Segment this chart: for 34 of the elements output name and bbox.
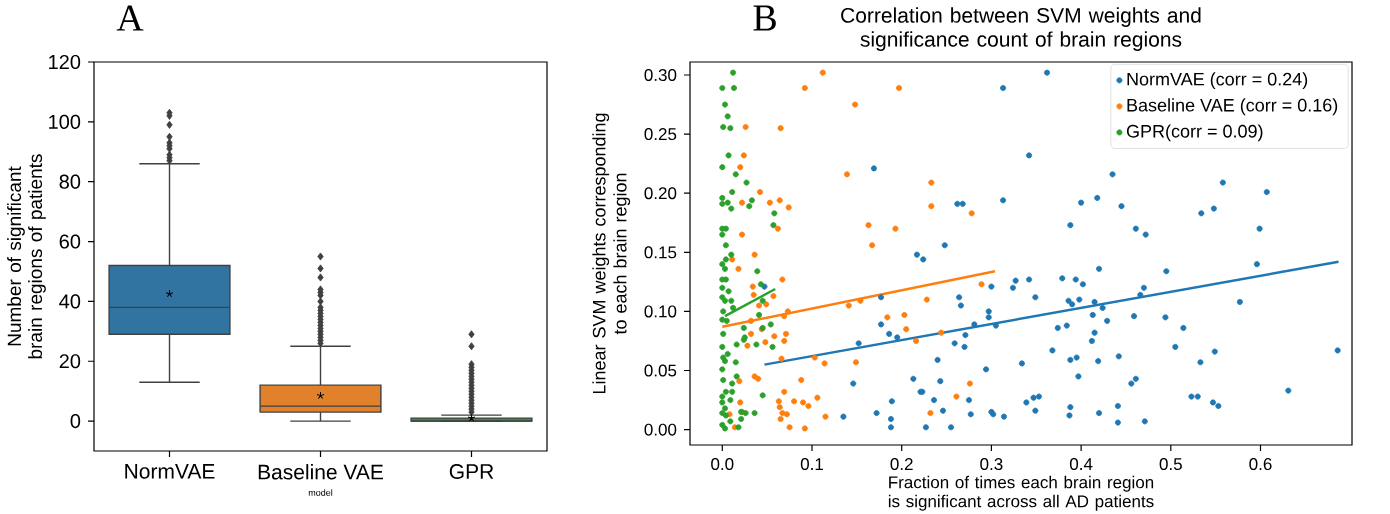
x-tick-label: 0.2 xyxy=(890,458,913,471)
x-tick-label: 0.5 xyxy=(1159,458,1182,471)
x-tick-label: 0.4 xyxy=(1069,458,1093,471)
x-tick-label: 0.3 xyxy=(980,458,1003,471)
x-tick-label: 0.0 xyxy=(711,458,734,471)
y-axis-title: Number of significant brain regions of patients xyxy=(7,154,46,359)
text: A xyxy=(116,5,144,31)
chart-title: Correlation between SVM weights and significance count of brain regions xyxy=(841,7,1201,51)
x-axis-title: Fraction of times each brain region is significant across all AD patients xyxy=(888,475,1154,511)
x-axis-title: model xyxy=(308,489,333,496)
y-tick-label: 60 xyxy=(59,234,81,249)
y-tick-label: 0.25 xyxy=(644,128,677,141)
y-tick-label: 0.15 xyxy=(644,246,677,259)
legend-label: Baseline VAE (corr = 0.16) xyxy=(1127,98,1338,116)
y-tick-label: 0.00 xyxy=(644,423,677,436)
x-tick-label: Baseline VAE xyxy=(258,464,383,480)
y-tick-label: 0.30 xyxy=(644,69,677,82)
y-tick-label: 0.05 xyxy=(644,364,677,377)
x-tick-label: 0.6 xyxy=(1249,458,1272,471)
y-tick-label: 80 xyxy=(59,174,81,189)
y-tick-label: 120 xyxy=(49,54,81,70)
legend-label: GPR(corr = 0.09) xyxy=(1126,124,1263,142)
y-tick-label: 100 xyxy=(49,114,81,129)
text: B xyxy=(753,5,776,31)
y-tick-label: 20 xyxy=(59,354,81,369)
x-tick-label: 0.1 xyxy=(800,458,823,471)
x-tick-label: GPR xyxy=(449,464,494,479)
y-tick-label: 0 xyxy=(70,414,81,429)
y-tick-label: 0.20 xyxy=(644,187,677,200)
y-axis-title: Linear SVM weights corresponding to each brain region xyxy=(592,113,631,394)
y-tick-label: 40 xyxy=(59,294,81,309)
legend-label: NormVAE (corr = 0.24) xyxy=(1127,72,1308,90)
x-tick-label: NormVAE xyxy=(125,464,215,479)
y-tick-label: 0.10 xyxy=(644,305,677,318)
